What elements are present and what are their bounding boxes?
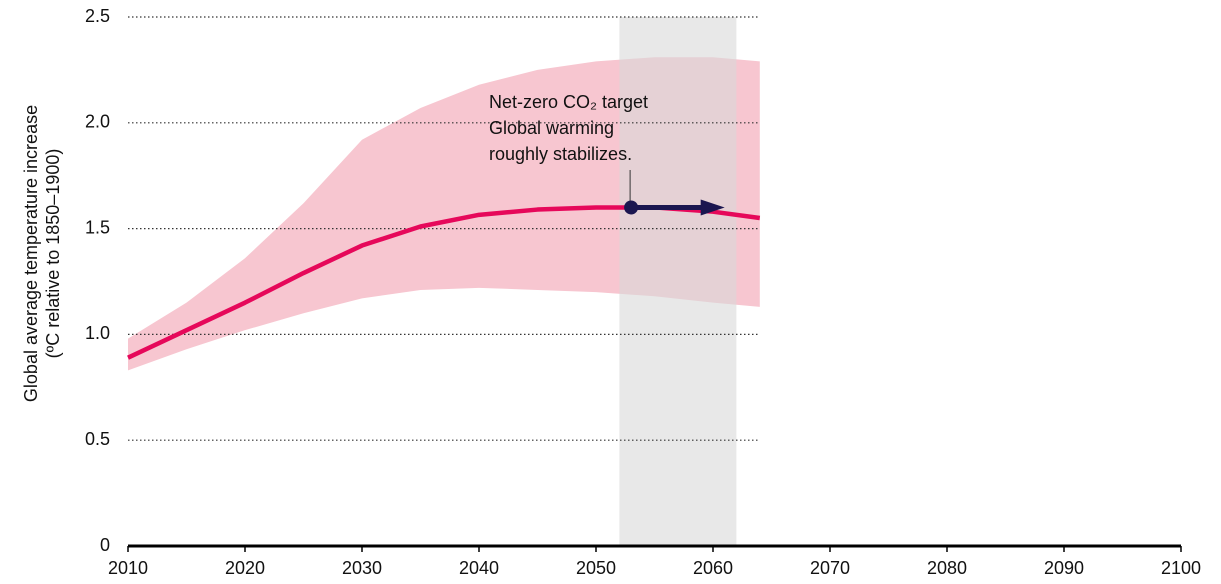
x-tick-label: 2090 — [1044, 558, 1084, 578]
y-tick-label: 1.5 — [85, 217, 110, 237]
y-tick-label: 2.5 — [85, 6, 110, 26]
annotation-text: Net-zero CO₂ target — [489, 92, 648, 112]
y-tick-label: 1.0 — [85, 323, 110, 343]
x-tick-label: 2040 — [459, 558, 499, 578]
y-axis-label: (ºC relative to 1850–1900) — [43, 149, 63, 359]
uncertainty-band — [128, 57, 760, 371]
x-tick-label: 2010 — [108, 558, 148, 578]
x-tick-label: 2080 — [927, 558, 967, 578]
x-tick-label: 2020 — [225, 558, 265, 578]
y-tick-label: 0 — [100, 535, 110, 555]
x-tick-label: 2070 — [810, 558, 850, 578]
annotation-point — [624, 200, 639, 215]
y-axis-label: Global average temperature increase — [21, 105, 41, 402]
x-tick-label: 2060 — [693, 558, 733, 578]
arrow-head — [700, 199, 725, 216]
x-tick-label: 2100 — [1161, 558, 1201, 578]
x-tick-label: 2050 — [576, 558, 616, 578]
annotation-text: Global warming — [489, 118, 614, 138]
highlight-region — [619, 17, 737, 546]
y-tick-label: 0.5 — [85, 429, 110, 449]
annotation-text: roughly stabilizes. — [489, 144, 632, 164]
y-tick-label: 2.0 — [85, 112, 110, 132]
x-tick-label: 2030 — [342, 558, 382, 578]
